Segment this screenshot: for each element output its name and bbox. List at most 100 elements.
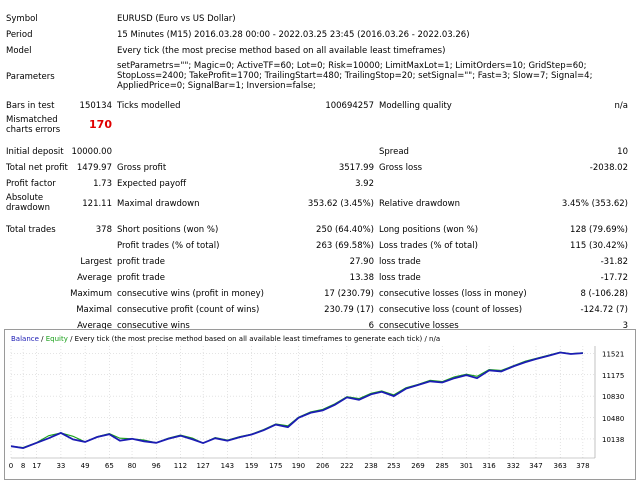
x-tick-label: 175	[269, 462, 282, 470]
spread-label: Spread	[379, 147, 409, 157]
average-consecutive-wins-label: consecutive wins	[117, 321, 190, 331]
ticks-modelled-label: Ticks modelled	[117, 101, 181, 111]
y-tick-label: 10830	[602, 393, 624, 401]
total-net-profit-label: Total net profit	[6, 163, 68, 173]
expected-payoff-value: 3.92	[355, 179, 374, 189]
initial-deposit-label: Initial deposit	[6, 147, 64, 157]
average-profit-value: 13.38	[349, 273, 374, 283]
model-value: Every tick (the most precise method base…	[117, 46, 446, 56]
short-positions-value: 250 (64.40%)	[316, 225, 374, 235]
x-tick-label: 253	[387, 462, 400, 470]
max-consecutive-wins-value: 17 (230.79)	[324, 289, 374, 299]
profit-factor-value: 1.73	[93, 179, 112, 189]
maximal-drawdown-label: Maximal drawdown	[117, 199, 200, 209]
total-net-profit-value: 1479.97	[76, 163, 112, 173]
x-tick-label: 33	[56, 462, 65, 470]
average-loss-value: -17.72	[600, 273, 628, 283]
x-tick-label: 112	[174, 462, 187, 470]
x-tick-label: 80	[128, 462, 137, 470]
balance-equity-chart: 0 8 17 33 49 65 80 96 112 127 143 159 175 190 206 222 23…	[4, 329, 636, 480]
maximum-prefix: Maximum	[70, 289, 112, 299]
period-label: Period	[6, 30, 33, 40]
max-consecutive-wins-label: consecutive wins (profit in money)	[117, 289, 264, 299]
y-tick-label: 10480	[602, 415, 624, 423]
x-tick-label: 222	[340, 462, 353, 470]
maximal-consecutive-profit-value: 230.79 (17)	[324, 305, 374, 315]
chart-legend: Balance / Equity / Every tick (the most …	[11, 335, 440, 343]
y-tick-label: 11521	[602, 350, 624, 358]
loss-trades-label: Loss trades (% of total)	[379, 241, 478, 251]
largest-prefix: Largest	[80, 257, 112, 267]
absolute-drawdown-label: Absolute drawdown	[6, 193, 50, 213]
initial-deposit-value: 10000.00	[71, 147, 112, 157]
mismatched-label: Mismatched charts errors	[6, 115, 61, 135]
x-tick-label: 332	[507, 462, 520, 470]
y-tick-label: 11175	[602, 372, 624, 380]
total-trades-value: 378	[95, 225, 112, 235]
maximal-drawdown-value: 353.62 (3.45%)	[307, 199, 374, 209]
x-tick-label: 96	[152, 462, 161, 470]
maximal-consecutive-loss-label: consecutive loss (count of losses)	[379, 305, 523, 315]
modelling-quality-value: n/a	[614, 101, 628, 111]
gross-loss-value: -2038.02	[589, 163, 628, 173]
average-profit-label: profit trade	[117, 273, 165, 283]
x-tick-label: 316	[482, 462, 496, 470]
symbol-value: EURUSD (Euro vs US Dollar)	[117, 14, 236, 24]
largest-profit-value: 27.90	[349, 257, 374, 267]
x-tick-label: 127	[196, 462, 209, 470]
gross-profit-value: 3517.99	[338, 163, 374, 173]
symbol-label: Symbol	[6, 14, 38, 24]
long-positions-value: 128 (79.69%)	[570, 225, 628, 235]
x-tick-label: 363	[554, 462, 567, 470]
largest-loss-value: -31.82	[600, 257, 628, 267]
loss-trades-value: 115 (30.42%)	[570, 241, 628, 251]
mismatched-value: 170	[89, 118, 112, 131]
bars-in-test-label: Bars in test	[6, 101, 55, 111]
x-tick-label: 0	[9, 462, 13, 470]
average-prefix: Average	[77, 273, 112, 283]
relative-drawdown-label: Relative drawdown	[379, 199, 460, 209]
gross-profit-label: Gross profit	[117, 163, 167, 173]
max-consecutive-losses-label: consecutive losses (loss in money)	[379, 289, 527, 299]
legend-description: / Every tick (the most precise method ba…	[67, 335, 441, 343]
x-tick-label: 238	[364, 462, 377, 470]
average-consecutive-prefix: Average	[77, 321, 112, 331]
short-positions-label: Short positions (won %)	[117, 225, 219, 235]
maximal-prefix: Maximal	[76, 305, 112, 315]
average-consecutive-losses-label: consecutive losses	[379, 321, 459, 331]
max-consecutive-losses-value: 8 (-106.28)	[580, 289, 628, 299]
x-tick-label: 49	[81, 462, 90, 470]
series-line-equity	[10, 351, 583, 449]
series-line-balance	[10, 351, 583, 450]
model-label: Model	[6, 46, 32, 56]
expected-payoff-label: Expected payoff	[117, 179, 187, 189]
absolute-drawdown-value: 121.11	[82, 199, 112, 209]
x-tick-label: 17	[32, 462, 41, 470]
x-tick-label: 347	[529, 462, 542, 470]
bars-in-test-value: 150134	[79, 101, 112, 111]
x-tick-label: 159	[245, 462, 258, 470]
x-tick-label: 269	[411, 462, 424, 470]
x-tick-label: 206	[316, 462, 330, 470]
parameters-label: Parameters	[6, 72, 55, 82]
parameters-value: setParametrs=""; Magic=0; ActiveTF=60; L…	[117, 61, 593, 91]
average-consecutive-losses-value: 3	[622, 321, 628, 331]
total-trades-label: Total trades	[6, 225, 56, 235]
x-tick-label: 8	[21, 462, 25, 470]
chart-svg: 0 8 17 33 49 65 80 96 112 127 143 159 175 190 206 222 23…	[9, 346, 624, 470]
maximal-consecutive-loss-value: -124.72 (7)	[580, 305, 628, 315]
x-tick-label: 301	[460, 462, 473, 470]
y-tick-label: 10138	[602, 436, 624, 444]
average-consecutive-wins-value: 6	[368, 321, 374, 331]
x-tick-label: 378	[576, 462, 589, 470]
average-loss-label: loss trade	[379, 273, 421, 283]
legend-balance: Balance	[11, 335, 39, 343]
profit-trades-label: Profit trades (% of total)	[117, 241, 220, 251]
long-positions-label: Long positions (won %)	[379, 225, 479, 235]
profit-factor-label: Profit factor	[6, 179, 56, 189]
relative-drawdown-value: 3.45% (353.62)	[561, 199, 628, 209]
x-tick-label: 143	[221, 462, 234, 470]
spread-value: 10	[617, 147, 628, 157]
legend-separator: /	[38, 335, 46, 343]
modelling-quality-label: Modelling quality	[379, 101, 452, 111]
